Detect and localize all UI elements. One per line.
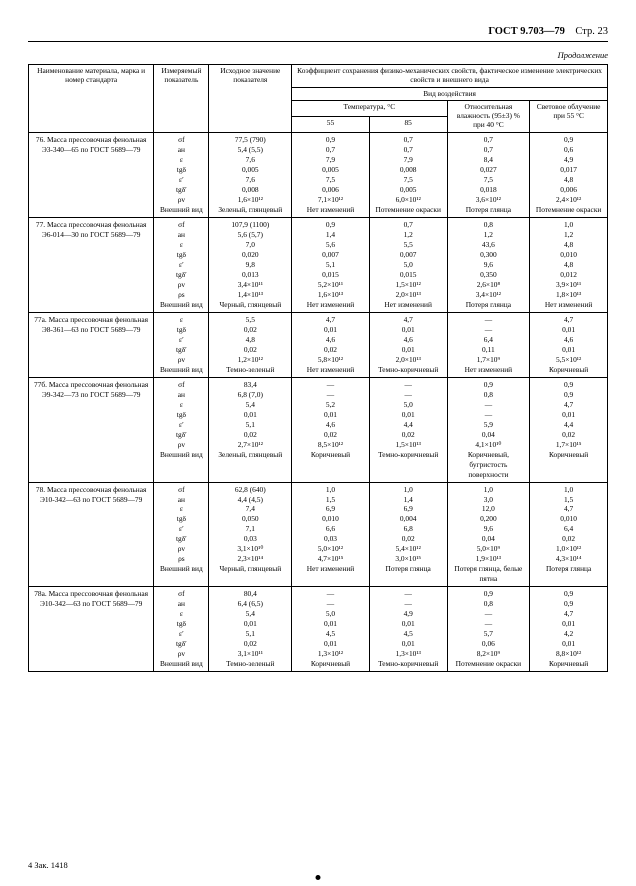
th-temp: Температура, °С xyxy=(292,101,447,117)
cell-light: 0,90,94,70,014,20,018,8×10¹²Коричневый xyxy=(530,587,608,672)
page-header: ГОСТ 9.703—79 Стр. 23 xyxy=(28,26,608,42)
th-indicator: Измеряемый показатель xyxy=(154,64,209,132)
cell-light: 1,01,24,80,0104,80,0123,9×10¹¹1,8×10¹³Не… xyxy=(530,217,608,312)
cell-light: 0,90,64,90,0174,80,0062,4×10¹²Потемнение… xyxy=(530,133,608,218)
footer-text: 4 Зак. 1418 xyxy=(28,860,68,870)
cell-indicator: εtgδε′tgδ′ρvВнешний вид xyxy=(154,312,209,377)
th-span-title: Коэффициент сохранения физико-механическ… xyxy=(292,64,608,87)
cell-indicator: σfaнεtgδε′tgδ′ρvВнешний вид xyxy=(154,377,209,482)
cell-temp55: ——5,00,014,50,011,3×10¹²Коричневый xyxy=(292,587,370,672)
cell-indicator: σfaнεtgδε′tgδ′ρvВнешний вид xyxy=(154,587,209,672)
cell-temp85: 0,71,25,50,0075,00,0151,5×10¹²2,0×10¹³Не… xyxy=(369,217,447,312)
cell-humidity: 0,81,243,60,3009,60,3502,6×10⁸3,4×10¹²По… xyxy=(447,217,530,312)
th-initial: Исходное значение показателя xyxy=(209,64,292,132)
cell-initial: 107,9 (1100)5,6 (5,7)7,00,0209,80,0133,4… xyxy=(209,217,292,312)
cell-light: 0,90,94,70,014,40,021,7×10¹⁵Коричневый xyxy=(530,377,608,482)
data-table: Наименование материала, марка и номер ст… xyxy=(28,64,608,672)
cell-initial: 5,50,024,80,021,2×10¹²Темно-зеленый xyxy=(209,312,292,377)
table-body: 76. Масса прессовочная фенольная Э3-340—… xyxy=(29,133,608,672)
cell-temp55: 4,70,014,60,025,8×10¹²Нет изменений xyxy=(292,312,370,377)
cell-temp85: 4,70,014,60,012,0×10¹³Темно-коричневый xyxy=(369,312,447,377)
th-humidity: Относительная влажность (95±3) % при 40 … xyxy=(447,101,530,133)
table-row: 77б. Масса прессовочная фенольная Э9-342… xyxy=(29,377,608,482)
cell-humidity: 0,90,8——5,90,044,1×10¹⁰Коричневый, бугри… xyxy=(447,377,530,482)
continuation-label: Продолжение xyxy=(28,50,608,60)
cell-material: 77б. Масса прессовочная фенольная Э9-342… xyxy=(29,377,154,482)
cell-humidity: 1,03,012,00,2009,60,045,0×10⁹1,9×10¹³Пот… xyxy=(447,482,530,587)
cell-temp55: 0,90,77,90,0057,50,0067,1×10¹²Нет измене… xyxy=(292,133,370,218)
cell-material: 76. Масса прессовочная фенольная Э3-340—… xyxy=(29,133,154,218)
cell-temp55: 1,01,56,90,0106,60,035,0×10¹²4,7×10¹⁵Нет… xyxy=(292,482,370,587)
cell-light: 1,01,54,70,0106,40,021,0×10¹²4,3×10¹⁴Пот… xyxy=(530,482,608,587)
th-material: Наименование материала, марка и номер ст… xyxy=(29,64,154,132)
cell-material: 77а. Масса прессовочная фенольная Э8-361… xyxy=(29,312,154,377)
table-row: 78. Масса прессовочная фенольная Э10-342… xyxy=(29,482,608,587)
cell-temp85: ——5,00,014,40,021,5×10¹³Темно-коричневый xyxy=(369,377,447,482)
table-row: 77. Масса прессовочная фенольная Э6-014—… xyxy=(29,217,608,312)
cell-temp85: 0,70,77,90,0087,50,0056,0×10¹²Потемнение… xyxy=(369,133,447,218)
page: ГОСТ 9.703—79 Стр. 23 Продолжение Наимен… xyxy=(0,0,636,886)
cell-initial: 62,8 (640)4,4 (4,5)7,40,0507,10,033,1×10… xyxy=(209,482,292,587)
gost-number: ГОСТ 9.703—79 xyxy=(488,26,565,37)
th-span-sub: Вид воздействия xyxy=(292,87,608,101)
cell-material: 78. Масса прессовочная фенольная Э10-342… xyxy=(29,482,154,587)
table-row: 77а. Масса прессовочная фенольная Э8-361… xyxy=(29,312,608,377)
th-light: Световое облучение при 55 °С xyxy=(530,101,608,133)
page-number: Стр. 23 xyxy=(575,26,608,37)
cell-humidity: 0,70,78,40,0277,50,0183,6×10¹²Потеря гля… xyxy=(447,133,530,218)
cell-material: 78а. Масса прессовочная фенольная Э10-34… xyxy=(29,587,154,672)
page-dot xyxy=(316,875,321,880)
th-temp85: 85 xyxy=(369,117,447,133)
cell-temp55: ——5,20,014,60,028,5×10¹²Коричневый xyxy=(292,377,370,482)
cell-indicator: σfaнεtgδε′tgδ′ρvВнешний вид xyxy=(154,133,209,218)
cell-indicator: σfaнεtgδε′tgδ′ρvρsВнешний вид xyxy=(154,217,209,312)
cell-initial: 80,46,4 (6,5)5,40,015,10,023,1×10¹¹Темно… xyxy=(209,587,292,672)
cell-light: 4,70,014,60,015,5×10¹²Коричневый xyxy=(530,312,608,377)
cell-initial: 83,46,8 (7,0)5,40,015,10,022,7×10¹²Зелен… xyxy=(209,377,292,482)
table-row: 76. Масса прессовочная фенольная Э3-340—… xyxy=(29,133,608,218)
cell-indicator: σfaнεtgδε′tgδ′ρvρsВнешний вид xyxy=(154,482,209,587)
cell-initial: 77,5 (790)5,4 (5,5)7,60,0057,60,0081,6×1… xyxy=(209,133,292,218)
cell-temp55: 0,91,45,60,0075,10,0155,2×10¹¹1,6×10¹³Не… xyxy=(292,217,370,312)
cell-humidity: 0,90,8——5,70,068,2×10⁹Потемнение окраски xyxy=(447,587,530,672)
cell-temp85: ——4,90,014,50,011,3×10¹³Темно-коричневый xyxy=(369,587,447,672)
cell-material: 77. Масса прессовочная фенольная Э6-014—… xyxy=(29,217,154,312)
cell-temp85: 1,01,46,90,0046,80,025,4×10¹²3,0×10¹⁵Пот… xyxy=(369,482,447,587)
table-head: Наименование материала, марка и номер ст… xyxy=(29,64,608,132)
cell-humidity: ——6,40,111,7×10⁹Нет изменений xyxy=(447,312,530,377)
th-temp55: 55 xyxy=(292,117,370,133)
table-row: 78а. Масса прессовочная фенольная Э10-34… xyxy=(29,587,608,672)
